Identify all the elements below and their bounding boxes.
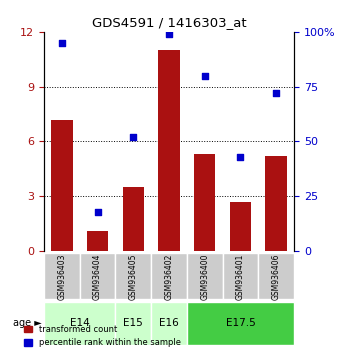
Text: E14: E14 bbox=[70, 319, 90, 329]
FancyBboxPatch shape bbox=[258, 253, 294, 299]
Point bbox=[202, 73, 208, 79]
Point bbox=[59, 40, 65, 46]
Point bbox=[273, 90, 279, 96]
Text: E16: E16 bbox=[159, 319, 179, 329]
Text: E15: E15 bbox=[123, 319, 143, 329]
Text: GDS4591 / 1416303_at: GDS4591 / 1416303_at bbox=[92, 16, 246, 29]
Text: GSM936400: GSM936400 bbox=[200, 253, 209, 300]
FancyBboxPatch shape bbox=[115, 302, 151, 344]
Bar bbox=[194, 154, 215, 251]
Text: GSM936404: GSM936404 bbox=[93, 253, 102, 300]
Text: GSM936406: GSM936406 bbox=[272, 253, 281, 300]
Text: GSM936402: GSM936402 bbox=[165, 253, 173, 299]
Point bbox=[238, 154, 243, 160]
Text: GSM936405: GSM936405 bbox=[129, 253, 138, 300]
Point bbox=[166, 31, 172, 37]
Bar bbox=[265, 156, 287, 251]
Bar bbox=[123, 187, 144, 251]
Point bbox=[95, 209, 100, 215]
Text: GSM936403: GSM936403 bbox=[57, 253, 66, 300]
Legend: transformed count, percentile rank within the sample: transformed count, percentile rank withi… bbox=[21, 322, 183, 350]
Bar bbox=[87, 231, 108, 251]
FancyBboxPatch shape bbox=[44, 302, 115, 344]
Bar bbox=[158, 50, 180, 251]
FancyBboxPatch shape bbox=[115, 253, 151, 299]
Text: age ►: age ► bbox=[14, 319, 42, 329]
Text: GSM936401: GSM936401 bbox=[236, 253, 245, 299]
Bar bbox=[51, 120, 73, 251]
Bar bbox=[230, 202, 251, 251]
FancyBboxPatch shape bbox=[151, 253, 187, 299]
FancyBboxPatch shape bbox=[223, 253, 258, 299]
FancyBboxPatch shape bbox=[151, 302, 187, 344]
Text: E17.5: E17.5 bbox=[225, 319, 255, 329]
Point bbox=[130, 134, 136, 140]
FancyBboxPatch shape bbox=[44, 253, 80, 299]
FancyBboxPatch shape bbox=[80, 253, 115, 299]
FancyBboxPatch shape bbox=[187, 253, 223, 299]
FancyBboxPatch shape bbox=[187, 302, 294, 344]
